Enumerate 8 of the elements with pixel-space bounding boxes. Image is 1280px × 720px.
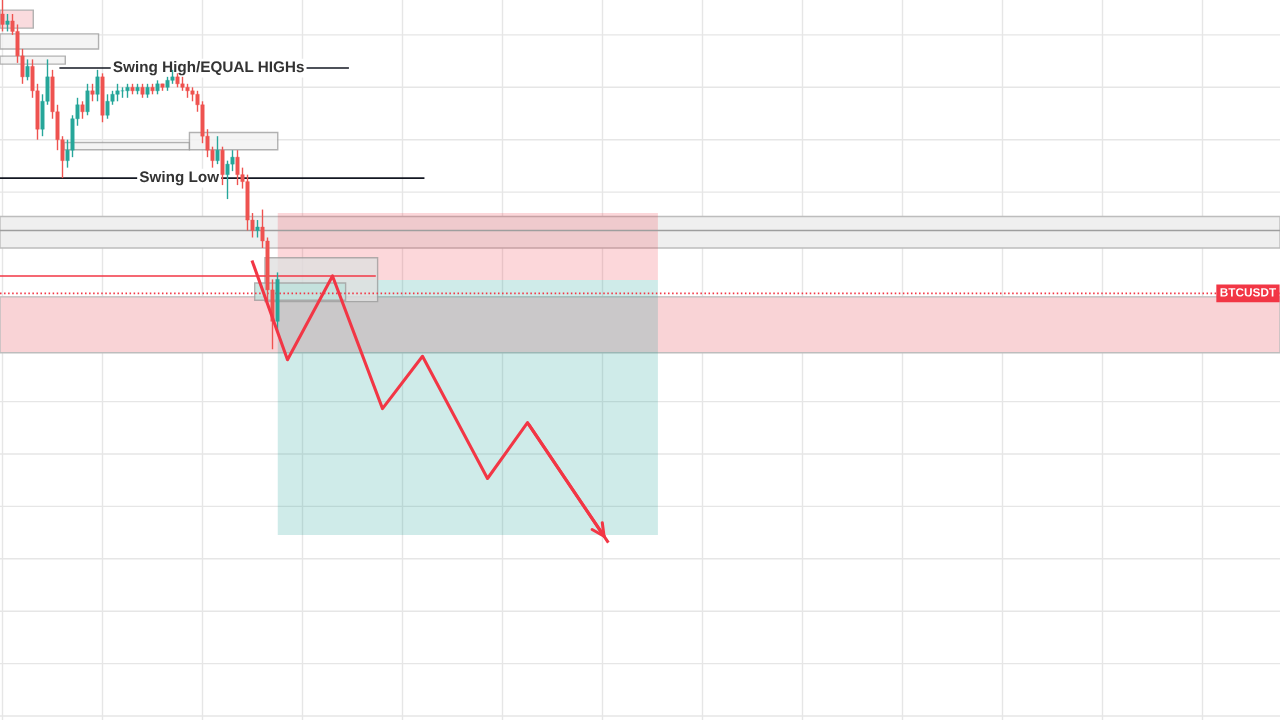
ref-line-label: Swing Low [139, 170, 220, 186]
candlestick [215, 135, 220, 165]
candlestick [0, 0, 5, 33]
ref-line-label: BTCUSDT [1220, 288, 1277, 297]
candlestick [25, 58, 30, 82]
ref-line-label: Swing High/EQUAL HIGHs [113, 60, 304, 76]
candlestick [95, 69, 100, 102]
candlestick [85, 83, 90, 116]
